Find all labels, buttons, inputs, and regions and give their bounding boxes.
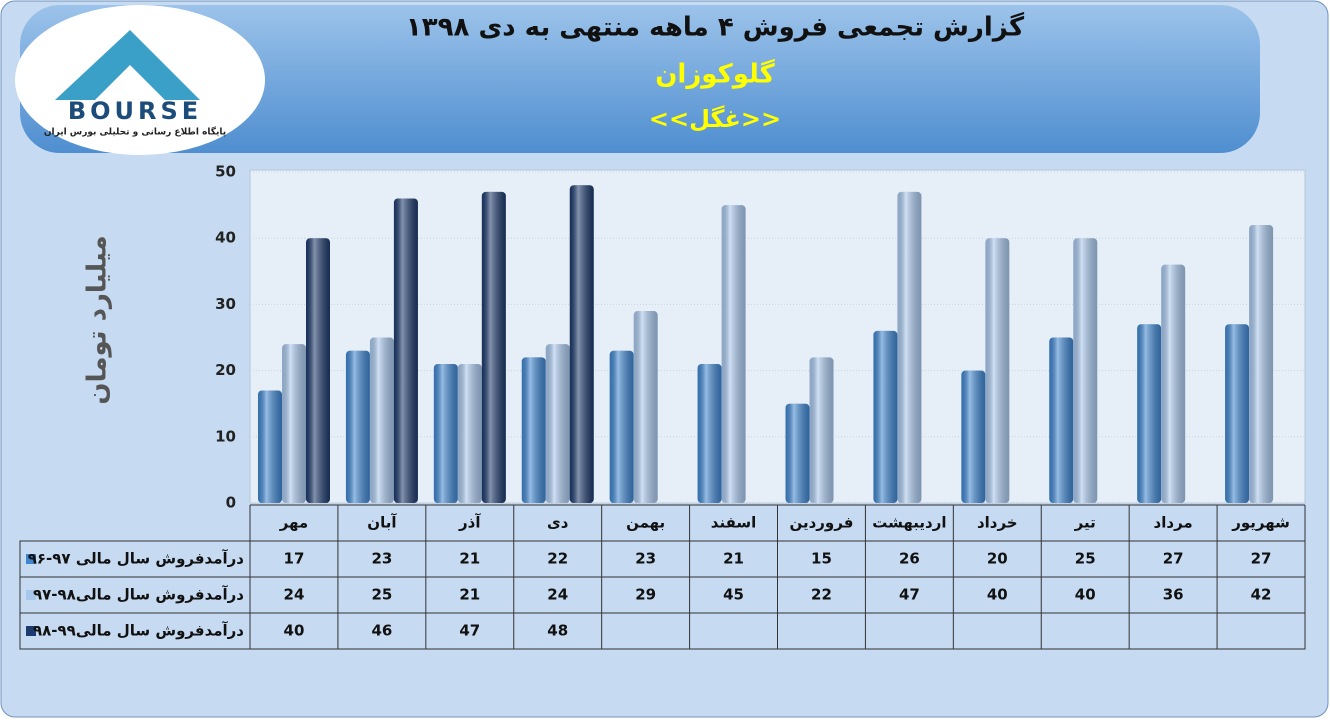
legend-label: درآمدفروش سال مالی۹۸-۹۷: [33, 586, 244, 604]
bar-shine: [258, 390, 282, 503]
table-value: 36: [1163, 586, 1184, 604]
y-tick-label: 50: [215, 163, 236, 181]
table-value: 23: [371, 550, 392, 568]
logo-name: BOURSE: [68, 97, 202, 125]
bar-shine: [809, 357, 834, 503]
bar-shine: [569, 185, 594, 504]
bar-shine: [457, 363, 482, 503]
table-value: 20: [987, 550, 1008, 568]
x-tick-label: تیر: [1074, 514, 1096, 532]
table-value: 48: [547, 622, 568, 640]
table-value: 26: [899, 550, 920, 568]
table-value: 47: [459, 622, 480, 640]
bar-shine: [369, 337, 394, 503]
bar-shine: [785, 403, 810, 503]
table-value: 46: [371, 622, 392, 640]
symbol: <<غگل>>: [649, 105, 781, 133]
bar-shine: [481, 191, 506, 504]
y-tick-label: 0: [226, 494, 236, 512]
table-value: 21: [723, 550, 744, 568]
x-tick-label: فروردین: [789, 514, 853, 532]
table-value: 24: [284, 586, 305, 604]
x-tick-label: خرداد: [977, 514, 1018, 532]
bar-shine: [721, 205, 746, 503]
table-value: 15: [811, 550, 832, 568]
bar-shine: [985, 238, 1010, 503]
x-tick-label: آذر: [458, 514, 481, 532]
bar-shine: [633, 311, 658, 503]
y-tick-label: 10: [215, 427, 236, 445]
bar-shine: [1249, 224, 1274, 503]
bar-shine: [961, 370, 986, 503]
x-tick-label: آبان: [367, 514, 397, 532]
y-tick-label: 30: [215, 295, 236, 313]
bar-shine: [1049, 337, 1074, 503]
table-value: 21: [459, 550, 480, 568]
bar-shine: [873, 330, 898, 503]
table-value: 23: [635, 550, 656, 568]
x-tick-label: مهر: [279, 514, 309, 532]
table-value: 25: [371, 586, 392, 604]
bar-shine: [609, 350, 634, 503]
y-axis-title: میلیارد تومان: [83, 235, 113, 404]
bar-shine: [306, 238, 330, 503]
table-value: 22: [547, 550, 568, 568]
logo-backdrop: [15, 5, 265, 155]
table-value: 21: [459, 586, 480, 604]
legend-swatch: [26, 626, 36, 636]
table-value: 47: [899, 586, 920, 604]
bar-shine: [545, 344, 570, 503]
chart-subtitle: گلوکوزان: [655, 59, 775, 90]
bar-shine: [1073, 238, 1098, 503]
x-tick-label: بهمن: [626, 514, 665, 532]
table-value: 40: [284, 622, 305, 640]
table-value: 17: [284, 550, 305, 568]
table-value: 22: [811, 586, 832, 604]
legend-label: درآمدفروش سال مالی ۹۷-۹۶: [28, 550, 245, 568]
legend-label: درآمدفروش سال مالی۹۹-۹۸: [33, 622, 244, 640]
chart-title: گزارش تجمعی فروش ۴ ماهه منتهی به دی ۱۳۹۸: [406, 12, 1025, 43]
table-value: 29: [635, 586, 656, 604]
x-tick-label: اردیبهشت: [872, 514, 946, 532]
x-tick-label: مرداد: [1154, 514, 1193, 532]
bar-shine: [1137, 324, 1162, 503]
table-value: 45: [723, 586, 744, 604]
bar-shine: [433, 363, 458, 503]
table-value: 42: [1251, 586, 1272, 604]
bar-shine: [897, 191, 922, 504]
y-tick-label: 20: [215, 361, 236, 379]
bar-shine: [521, 357, 546, 503]
x-tick-label: اسفند: [711, 514, 756, 532]
bar-shine: [697, 363, 722, 503]
table-value: 27: [1163, 550, 1184, 568]
table-value: 40: [987, 586, 1008, 604]
table-value: 40: [1075, 586, 1096, 604]
table-value: 27: [1251, 550, 1272, 568]
logo-tagline: پایگاه اطلاع رسانی و تحلیلی بورس ایران: [44, 126, 226, 138]
bar-shine: [1161, 264, 1186, 503]
legend-swatch: [26, 554, 36, 564]
header-banner: [20, 5, 1260, 153]
legend-swatch: [26, 590, 36, 600]
x-tick-label: دی: [547, 514, 569, 532]
bar-shine: [345, 350, 370, 503]
y-tick-label: 40: [215, 229, 236, 247]
bar-shine: [393, 198, 418, 504]
bar-shine: [282, 344, 306, 503]
table-value: 25: [1075, 550, 1096, 568]
x-tick-label: شهریور: [1231, 514, 1290, 532]
table-value: 24: [547, 586, 568, 604]
bar-shine: [1225, 324, 1250, 503]
logo-icon: [55, 30, 200, 100]
plot-area: [249, 169, 1306, 504]
